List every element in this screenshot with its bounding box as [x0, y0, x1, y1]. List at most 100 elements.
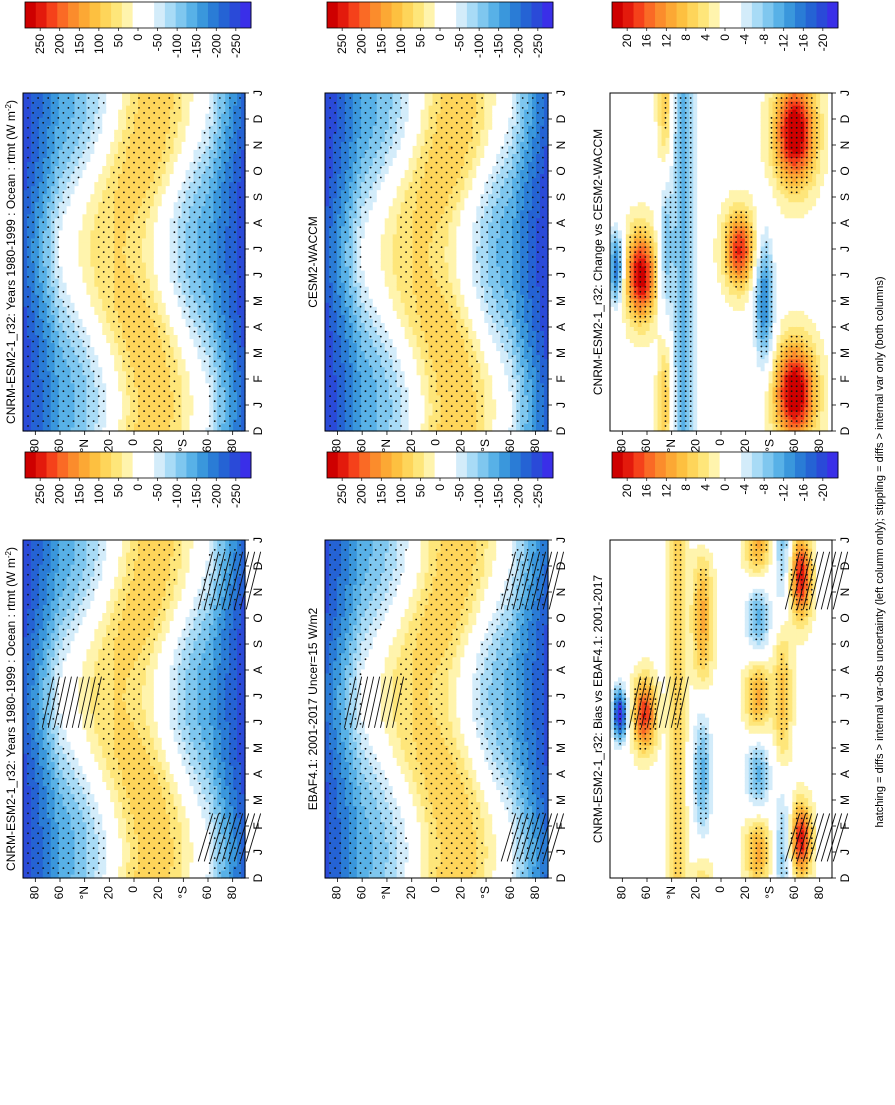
- panel-p1-cell: [166, 669, 171, 674]
- panel-p1-cell: [79, 608, 84, 613]
- panel-p1-cell: [90, 596, 95, 601]
- panel-p1-cell: [193, 560, 198, 565]
- panel-p1-cell: [162, 544, 167, 549]
- panel-p1-cell: [150, 733, 155, 738]
- panel-p1-cell: [221, 641, 226, 646]
- panel-p1-cell: [126, 689, 131, 694]
- panel-p1-cell: [110, 769, 115, 774]
- panel-p1-cell: [110, 721, 115, 726]
- panel-p1-cell: [114, 548, 119, 553]
- panel-p1-cell: [23, 826, 28, 831]
- panel-p1-stipple: [32, 649, 34, 651]
- panel-p1-cell: [102, 701, 107, 706]
- panel-p1-cell: [79, 785, 84, 790]
- panel-p1-cell: [150, 657, 155, 662]
- panel-p1-cell: [90, 580, 95, 585]
- panel-p1-cell: [63, 540, 68, 545]
- panel-p1-cell: [47, 785, 52, 790]
- panel-p1-cell: [27, 689, 32, 694]
- panel-p1-cell: [122, 560, 127, 565]
- panel-p1-cell: [182, 620, 187, 625]
- panel-p1-cell: [142, 673, 147, 678]
- panel-p1-cell: [122, 653, 127, 658]
- panel-p1-cell: [63, 789, 68, 794]
- panel-p1-cell: [23, 781, 28, 786]
- panel-p1-cell: [170, 693, 175, 698]
- panel-p1-cell: [43, 604, 48, 609]
- panel-p1-cell: [51, 870, 56, 875]
- panel-p1-cell: [67, 588, 72, 593]
- panel-p1-cell: [31, 641, 36, 646]
- panel-p1-cell: [146, 693, 151, 698]
- panel-p1-cell: [114, 673, 119, 678]
- panel-p1-cell: [237, 625, 242, 630]
- panel-p1-cell: [90, 741, 95, 746]
- panel-p1-cell: [110, 600, 115, 605]
- panel-p1-cell: [174, 693, 179, 698]
- panel-p1-stipple: [42, 609, 44, 611]
- panel-p1-cell: [114, 681, 119, 686]
- panel-p1-cell: [158, 633, 163, 638]
- panel-p1-cell: [182, 822, 187, 827]
- panel-p1-cell: [39, 564, 44, 569]
- panel-p1-cell: [225, 540, 230, 545]
- panel-p1-stipple: [52, 758, 54, 760]
- panel-p1-cell: [162, 689, 167, 694]
- panel-p1-cell: [178, 806, 183, 811]
- panel-p1-cell: [158, 798, 163, 803]
- panel-p1-cell: [190, 777, 195, 782]
- panel-p1-stipple: [47, 653, 49, 655]
- panel-p1-cell: [146, 588, 151, 593]
- panel-p1-cell: [158, 838, 163, 843]
- panel-p1-cell: [174, 608, 179, 613]
- panel-p1-cell: [114, 729, 119, 734]
- panel-p1-cell: [213, 681, 218, 686]
- panel-p1-cell: [31, 564, 36, 569]
- panel-p1-cell: [209, 544, 214, 549]
- panel-p1-cell: [205, 556, 210, 561]
- panel-p1-cell: [102, 806, 107, 811]
- panel-p1-cell: [110, 761, 115, 766]
- panel-p1-cell: [59, 765, 64, 770]
- panel-p1-cell: [63, 564, 68, 569]
- panel-p1-cell: [138, 858, 143, 863]
- panel-p1-cell: [217, 709, 222, 714]
- panel-p1-cell: [94, 846, 99, 851]
- panel-p1-stipple: [32, 748, 34, 750]
- panel-p1-cell: [79, 741, 84, 746]
- panel-p1-cell: [47, 616, 52, 621]
- panel-p1-cell: [71, 729, 76, 734]
- panel-p1-cell: [142, 580, 147, 585]
- panel-p1-cell: [138, 777, 143, 782]
- panel-p1-cell: [114, 789, 119, 794]
- panel-p1-cell: [114, 633, 119, 638]
- panel-p1-cell: [197, 785, 202, 790]
- panel-p1-cell: [130, 781, 135, 786]
- panel-p1-cell: [59, 822, 64, 827]
- panel-p1-cell: [71, 653, 76, 658]
- panel-p1-cell: [59, 810, 64, 815]
- panel-p1-cell: [90, 600, 95, 605]
- panel-p1-cell: [190, 584, 195, 589]
- panel-p1-cell: [126, 870, 131, 875]
- panel-p1-cell: [47, 870, 52, 875]
- panel-p1-stipple: [47, 813, 49, 815]
- panel-p1-cell: [142, 653, 147, 658]
- panel-p1-cell: [237, 616, 242, 621]
- panel-p1-cell: [110, 838, 115, 843]
- panel-p1-cell: [237, 745, 242, 750]
- panel-p1-cell: [126, 608, 131, 613]
- panel-p1-cell: [59, 600, 64, 605]
- panel-p1-cell: [31, 761, 36, 766]
- panel-p1-cell: [178, 612, 183, 617]
- panel-p1-cell: [110, 842, 115, 847]
- panel-p1-cell: [118, 862, 123, 867]
- panel-p1-stipple: [47, 862, 49, 864]
- panel-p1-cell: [190, 806, 195, 811]
- panel-p1-cell: [47, 669, 52, 674]
- panel-p1-cell: [213, 753, 218, 758]
- panel-p1-cell: [134, 810, 139, 815]
- panel-p1-cell: [174, 822, 179, 827]
- panel-p1-cell: [75, 826, 80, 831]
- panel-p1-cell: [186, 842, 191, 847]
